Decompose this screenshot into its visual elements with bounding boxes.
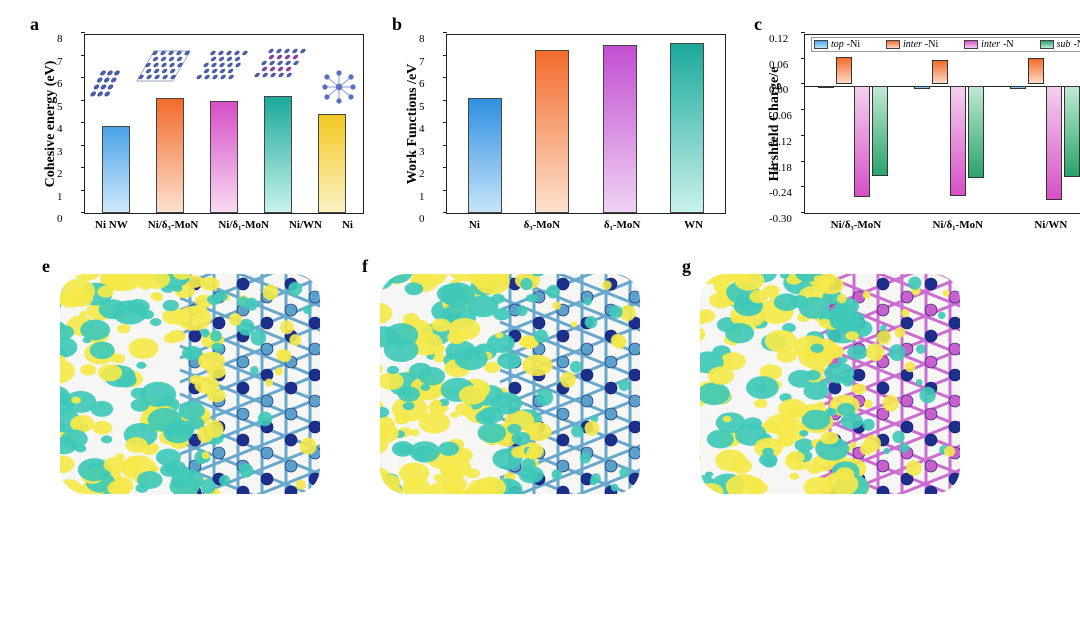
ytick-label: 0.06 [769,59,788,71]
ytick-label: 3 [419,146,425,158]
panel-e-label: e [42,256,50,277]
ytick-label: 7 [57,56,63,68]
ytick-label: 8 [57,33,63,45]
cohesive-energy-chart: Cohesive energy (eV) [84,34,364,214]
bar [318,114,346,213]
density-render-f [380,274,640,494]
panel-c-bars [805,35,1080,213]
legend-item: inter-Ni [886,39,938,50]
panel-a-bars [85,35,363,213]
legend-item: top-Ni [814,39,860,50]
ytick-label: 4 [57,123,63,135]
xtick-label: Ni/δ₁-MoN [932,219,983,231]
bar [872,86,888,176]
bar [156,98,184,213]
panel-g-label: g [682,256,691,277]
bar [914,86,930,88]
panel-g-render [700,274,960,494]
panel-a-xlabels: Ni NW Ni/δ₃-MoN Ni/δ₁-MoN Ni/WN Ni [85,213,363,231]
ytick-label: 0.12 [769,33,788,45]
bar [1028,58,1044,85]
ytick-label: 0.00 [769,84,788,96]
panel-c-xlabels: Ni/δ₃-MoN Ni/δ₁-MoN Ni/WN [805,213,1080,231]
ytick-label: 5 [57,101,63,113]
bar [836,57,852,85]
work-functions-chart: Work Functions /eV Niδ₃-MoNδ₁-MoNWN 0123… [446,34,726,214]
bar [670,43,704,213]
ytick-label: 2 [57,168,63,180]
ytick-label: 7 [419,56,425,68]
ytick-label: -0.30 [769,213,792,225]
ytick-label: 2 [419,168,425,180]
xtick-label: Ni [469,219,480,231]
xtick-label: Ni/WN [1034,219,1067,231]
panel-c-legend: top-Ni inter-Ni inter-N sub-N [811,37,1080,52]
xtick-label: WN [684,219,703,231]
bar [468,98,502,213]
bar [535,50,569,213]
ytick-label: 8 [419,33,425,45]
ytick-label: 1 [419,191,425,203]
ytick-label: 4 [419,123,425,135]
ytick-label: 6 [57,78,63,90]
bar [854,86,870,197]
panel-c: c Hirshfeld Charge/e top-Niinter-Niinter… [754,20,1080,214]
bar [210,101,238,214]
bar-group [901,35,997,213]
xtick-label: δ₁-MoN [604,219,641,231]
panel-f: f [380,274,640,494]
panel-b-label: b [392,14,402,35]
ytick-label: 0 [419,213,425,225]
xtick-label: Ni/δ₁-MoN [218,219,269,231]
panel-b-xlabels: Ni δ₃-MoN δ₁-MoN WN [447,213,725,231]
panel-b: b Work Functions /eV Niδ₃-MoNδ₁-MoNWN 01… [392,20,726,214]
bar [1010,86,1026,89]
xtick-label: Ni/δ₃-MoN [148,219,199,231]
xtick-label: Ni/WN [289,219,322,231]
panel-c-label: c [754,14,762,35]
density-render-e [60,274,320,494]
panel-f-label: f [362,256,368,277]
ytick-label: 3 [57,146,63,158]
panel-a-label: a [30,14,39,35]
panel-g: g [700,274,960,494]
ytick-label: 6 [419,78,425,90]
xtick-label: δ₃-MoN [524,219,561,231]
ytick-label: -0.12 [769,136,792,148]
bar [950,86,966,195]
ytick-label: -0.18 [769,162,792,174]
ytick-label: -0.06 [769,110,792,122]
ytick-label: -0.24 [769,187,792,199]
panel-a: a Cohesive energy (eV) [30,20,364,214]
ytick-label: 1 [57,191,63,203]
bar [264,96,292,213]
density-render-g [700,274,960,494]
bar [603,45,637,213]
ytick-label: 0 [57,213,63,225]
xtick-label: Ni NW [95,219,128,231]
panel-b-bars [447,35,725,213]
bar [932,60,948,84]
xtick-label: Ni [342,219,353,231]
ytick-label: 5 [419,101,425,113]
legend-item: sub-N [1040,39,1080,50]
bar-group [997,35,1080,213]
hirshfeld-charge-chart: Hirshfeld Charge/e top-Niinter-Niinter-N… [804,34,1080,214]
bar [818,86,834,88]
panel-e-render [60,274,320,494]
panel-e: e [60,274,320,494]
bar [968,86,984,177]
legend-item: inter-N [964,39,1013,50]
bar [1064,86,1080,177]
bar [1046,86,1062,200]
bar [102,126,130,213]
panel-f-render [380,274,640,494]
bar-group [805,35,901,213]
xtick-label: Ni/δ₃-MoN [831,219,882,231]
